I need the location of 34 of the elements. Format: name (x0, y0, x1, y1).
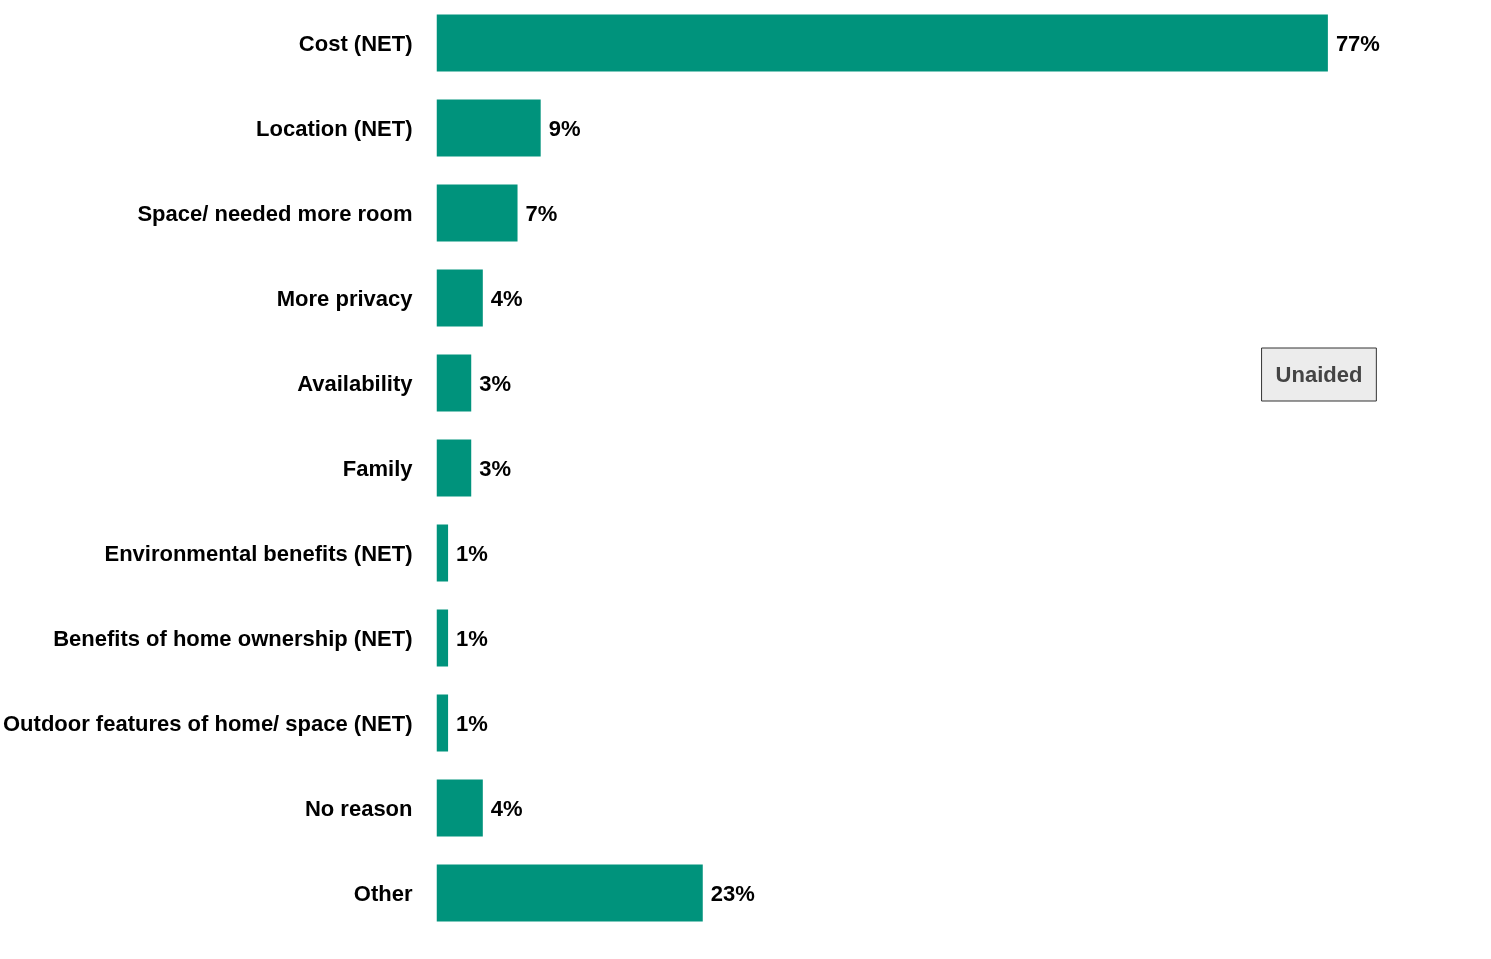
data-label: 7% (525, 200, 558, 226)
data-label: 9% (548, 115, 581, 141)
y-tick-label: Cost (NET) (298, 30, 413, 56)
data-label: 1% (456, 540, 488, 566)
y-tick-label: Space/ needed more room (137, 200, 413, 226)
bar (436, 864, 703, 922)
data-label: 3% (479, 370, 512, 396)
bar (436, 439, 472, 497)
y-tick-label: Environmental benefits (NET) (104, 540, 413, 566)
data-label: 1% (456, 710, 488, 736)
data-label: 23% (710, 880, 755, 906)
bar (436, 184, 518, 242)
data-label: 4% (490, 285, 523, 311)
data-label: 1% (456, 625, 488, 651)
data-label: 77% (1335, 30, 1380, 56)
y-tick-label: Family (342, 455, 414, 481)
y-tick-label: Outdoor features of home/ space (NET) (3, 710, 413, 736)
bar (436, 694, 449, 752)
bar (436, 524, 449, 582)
y-tick-label: Other (353, 880, 413, 906)
bar (436, 609, 449, 667)
y-tick-label: Availability (297, 370, 414, 396)
y-tick-label: No reason (304, 795, 413, 821)
bar (436, 354, 472, 412)
data-label: 3% (479, 455, 512, 481)
y-tick-label: Location (NET) (256, 115, 413, 141)
bar (436, 269, 483, 327)
bar (436, 779, 483, 837)
data-label: 4% (490, 795, 523, 821)
annotation: Unaided (1275, 362, 1363, 387)
bar (436, 99, 541, 157)
y-tick-label: Benefits of home ownership (NET) (53, 625, 413, 651)
y-tick-label: More privacy (276, 285, 414, 311)
bar (436, 14, 1328, 72)
